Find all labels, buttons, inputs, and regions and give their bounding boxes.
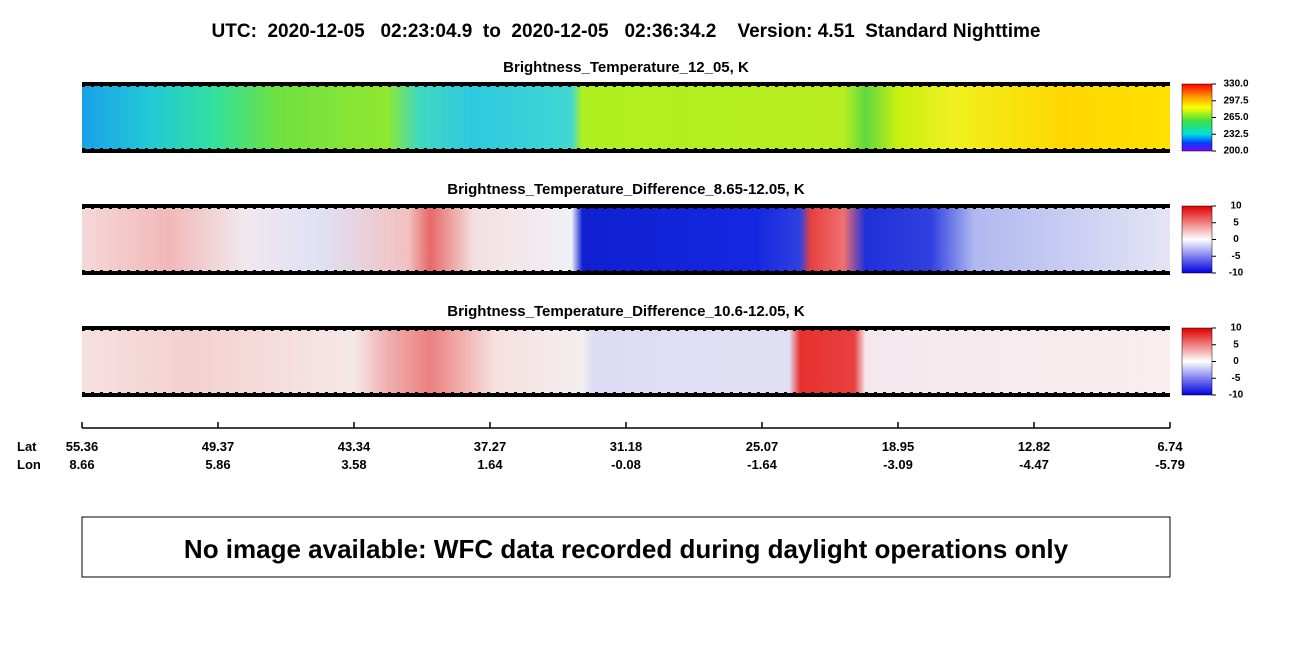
lat-value: 6.74	[1157, 439, 1183, 454]
colorbar	[1181, 83, 1213, 152]
notice-box	[81, 516, 1171, 578]
lon-value: -3.09	[883, 457, 913, 472]
lon-value: 8.66	[69, 457, 94, 472]
image-strip	[82, 208, 1170, 271]
lat-value: 43.34	[338, 439, 371, 454]
lon-value: -1.64	[747, 457, 777, 472]
lon-value: 3.58	[341, 457, 366, 472]
notice: No image available: WFC data recorded du…	[184, 534, 1069, 564]
lat-value: 49.37	[202, 439, 235, 454]
colorbar-label: 10	[1230, 201, 1242, 212]
colorbar-label: 5	[1233, 339, 1239, 350]
colorbar-label: 10	[1230, 323, 1242, 334]
colorbar-label: -5	[1232, 373, 1241, 384]
colorbar-label: -5	[1232, 251, 1241, 262]
title: UTC: 2020-12-05 02:23:04.9 to 2020-12-05…	[212, 21, 1041, 42]
panel-title: Brightness_Temperature_Difference_10.6-1…	[447, 303, 805, 320]
lat-value: 18.95	[882, 439, 915, 454]
lat-label: Lat	[17, 439, 37, 454]
colorbar-label: -10	[1229, 390, 1244, 401]
lon-value: 5.86	[205, 457, 230, 472]
lat-value: 37.27	[474, 439, 507, 454]
colorbar-label: 330.0	[1223, 79, 1248, 90]
panel-title: Brightness_Temperature_12_05, K	[503, 59, 749, 76]
image-strip	[82, 86, 1170, 149]
colorbar-label: 0	[1233, 356, 1239, 367]
colorbar-label: 232.5	[1223, 129, 1248, 140]
lon-value: -4.47	[1019, 457, 1049, 472]
colorbar-label: 0	[1233, 234, 1239, 245]
panel-title: Brightness_Temperature_Difference_8.65-1…	[447, 181, 805, 198]
colorbar-label: 265.0	[1223, 112, 1248, 123]
lat-value: 55.36	[66, 439, 99, 454]
colorbar-label: 200.0	[1223, 146, 1248, 157]
lon-value: 1.64	[477, 457, 503, 472]
lon-label: Lon	[17, 457, 41, 472]
lat-value: 12.82	[1018, 439, 1051, 454]
colorbar	[1181, 205, 1213, 274]
lon-value: -0.08	[611, 457, 641, 472]
lat-value: 25.07	[746, 439, 779, 454]
image-strip	[82, 330, 1170, 393]
lat-value: 31.18	[610, 439, 643, 454]
lon-value: -5.79	[1155, 457, 1185, 472]
colorbar-label: -10	[1229, 268, 1244, 279]
colorbar	[1181, 327, 1213, 396]
colorbar-label: 5	[1233, 217, 1239, 228]
colorbar-label: 297.5	[1223, 95, 1248, 106]
